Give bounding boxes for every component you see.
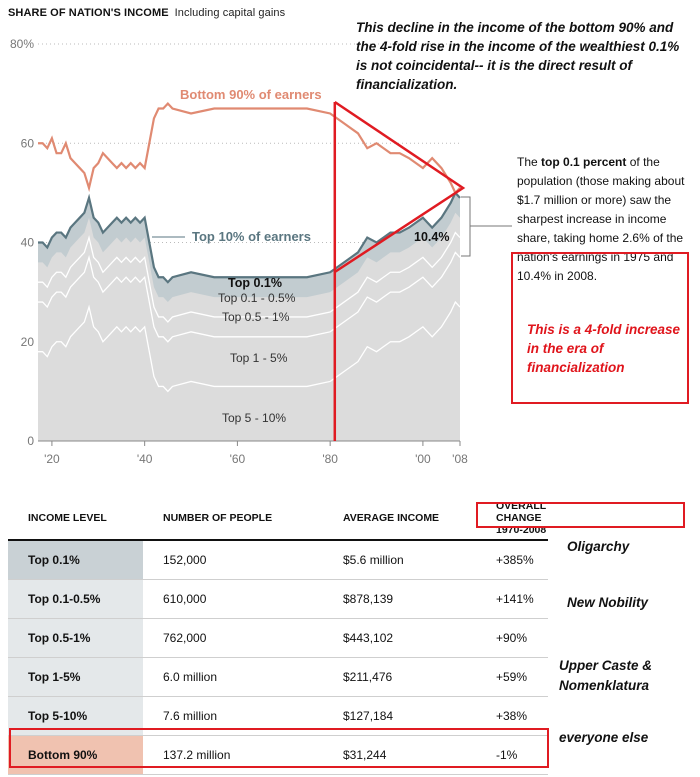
bottom90-red-box (9, 728, 549, 768)
table-row: Top 0.1% 152,000 $5.6 million +385% (8, 540, 548, 580)
table-cell-level: Top 0.1% (8, 540, 143, 580)
y-tick-label: 20 (21, 335, 35, 349)
top-annotation: This decline in the income of the bottom… (356, 20, 680, 92)
y-tick-label: 0 (27, 434, 34, 448)
bottom90-label: Bottom 90% of earners (180, 87, 322, 102)
side-label-everyone-else: everyone else (559, 730, 649, 745)
band-label: Top 5 - 10% (222, 411, 286, 425)
chart-title: SHARE OF NATION'S INCOME Including capita… (8, 7, 285, 19)
table-cell-people: 6.0 million (143, 657, 323, 697)
table-cell-income: $211,476 (323, 657, 488, 697)
table-header: INCOME LEVEL (8, 500, 143, 541)
value-annotation: 10.4% (414, 230, 449, 244)
top-01-note: The top 0.1 percent of the population (t… (517, 153, 697, 286)
note-bold: top 0.1 percent (541, 155, 627, 169)
y-tick-label: 40 (21, 236, 35, 250)
red-note: This is a 4-fold increase in the era of … (527, 322, 681, 375)
table-row: Top 1-5% 6.0 million $211,476 +59% (8, 657, 548, 697)
bottom90-line (38, 101, 461, 195)
table-cell-people: 152,000 (143, 540, 323, 580)
band-boundary (38, 231, 461, 323)
note-rest: of the population (those making about $1… (517, 155, 685, 283)
table-cell-level: Top 0.1-0.5% (8, 579, 143, 619)
table-cell-income: $443,102 (323, 618, 488, 658)
band-label: Top 1 - 5% (230, 351, 288, 365)
x-tick-label: '40 (137, 452, 153, 466)
table-row: Top 0.5-1% 762,000 $443,102 +90% (8, 618, 548, 658)
chart-lines (38, 101, 461, 393)
table-row: Top 0.1-0.5% 610,000 $878,139 +141% (8, 579, 548, 619)
top10-line (38, 190, 461, 284)
header-red-box (476, 502, 685, 528)
table-cell-change: -1% (488, 735, 548, 775)
x-tick-label: '00 (415, 452, 431, 466)
annotation-bracket (461, 196, 471, 257)
table-cell-change: +385% (488, 540, 548, 580)
band-label: Top 0.1 - 0.5% (218, 291, 296, 305)
table-header-row: INCOME LEVEL NUMBER OF PEOPLE AVERAGE IN… (8, 500, 548, 541)
y-tick-label: 80% (10, 37, 34, 51)
x-tick-label: '80 (322, 452, 338, 466)
income-share-chart: 0 20 40 60 80% '20 '40 '60 '80 '00 '08 Bottom 90% … (10, 37, 512, 466)
table-cell-income: $5.6 million (323, 540, 488, 580)
x-tick-label: '20 (44, 452, 60, 466)
note-lead: The (517, 155, 538, 169)
band-label: Top 0.5 - 1% (222, 310, 290, 324)
lower-bands-area (38, 212, 460, 441)
table-cell-people: 762,000 (143, 618, 323, 658)
table-header: AVERAGE INCOME (323, 500, 488, 541)
side-label-upper-caste: Upper Caste & (559, 658, 653, 673)
table-cell-level: Top 1-5% (8, 657, 143, 697)
side-label-nomenklatura: Nomenklatura (559, 678, 650, 693)
table-cell-level: Bottom 90% (8, 735, 143, 775)
table-cell-change: +141% (488, 579, 548, 619)
table-cell-people: 137.2 million (143, 735, 323, 775)
side-label-oligarchy: Oligarchy (567, 539, 630, 554)
table-cell-change: +59% (488, 657, 548, 697)
band-label: Top 0.1% (228, 276, 282, 290)
table-cell-people: 610,000 (143, 579, 323, 619)
chart-title-text: SHARE OF NATION'S INCOME (8, 7, 169, 19)
red-overlays (333, 100, 466, 441)
band-boundary (38, 300, 461, 393)
x-tick-label: '60 (230, 452, 246, 466)
top10-label: Top 10% of earners (192, 229, 311, 244)
chart-subtitle: Including capital gains (174, 7, 286, 19)
band-boundary (38, 251, 461, 343)
chart-labels: Bottom 90% of earners Top 10% of earners T… (152, 87, 512, 425)
table-cell-change: +90% (488, 618, 548, 658)
table-cell-income: $878,139 (323, 579, 488, 619)
side-label-new-nobility: New Nobility (567, 595, 649, 610)
y-tick-label: 60 (21, 136, 35, 150)
table-header: NUMBER OF PEOPLE (143, 500, 323, 541)
income-table: INCOME LEVEL NUMBER OF PEOPLE AVERAGE IN… (8, 500, 548, 775)
table-cell-level: Top 0.5-1% (8, 618, 143, 658)
table-cell-income: $31,244 (323, 735, 488, 775)
table-row: Bottom 90% 137.2 million $31,244 -1% (8, 735, 548, 775)
note-red-box (511, 252, 689, 404)
x-tick-label: '08 (452, 452, 468, 466)
chart-axes: 0 20 40 60 80% '20 '40 '60 '80 '00 '08 (10, 37, 468, 466)
financialization-triangle (334, 100, 466, 274)
